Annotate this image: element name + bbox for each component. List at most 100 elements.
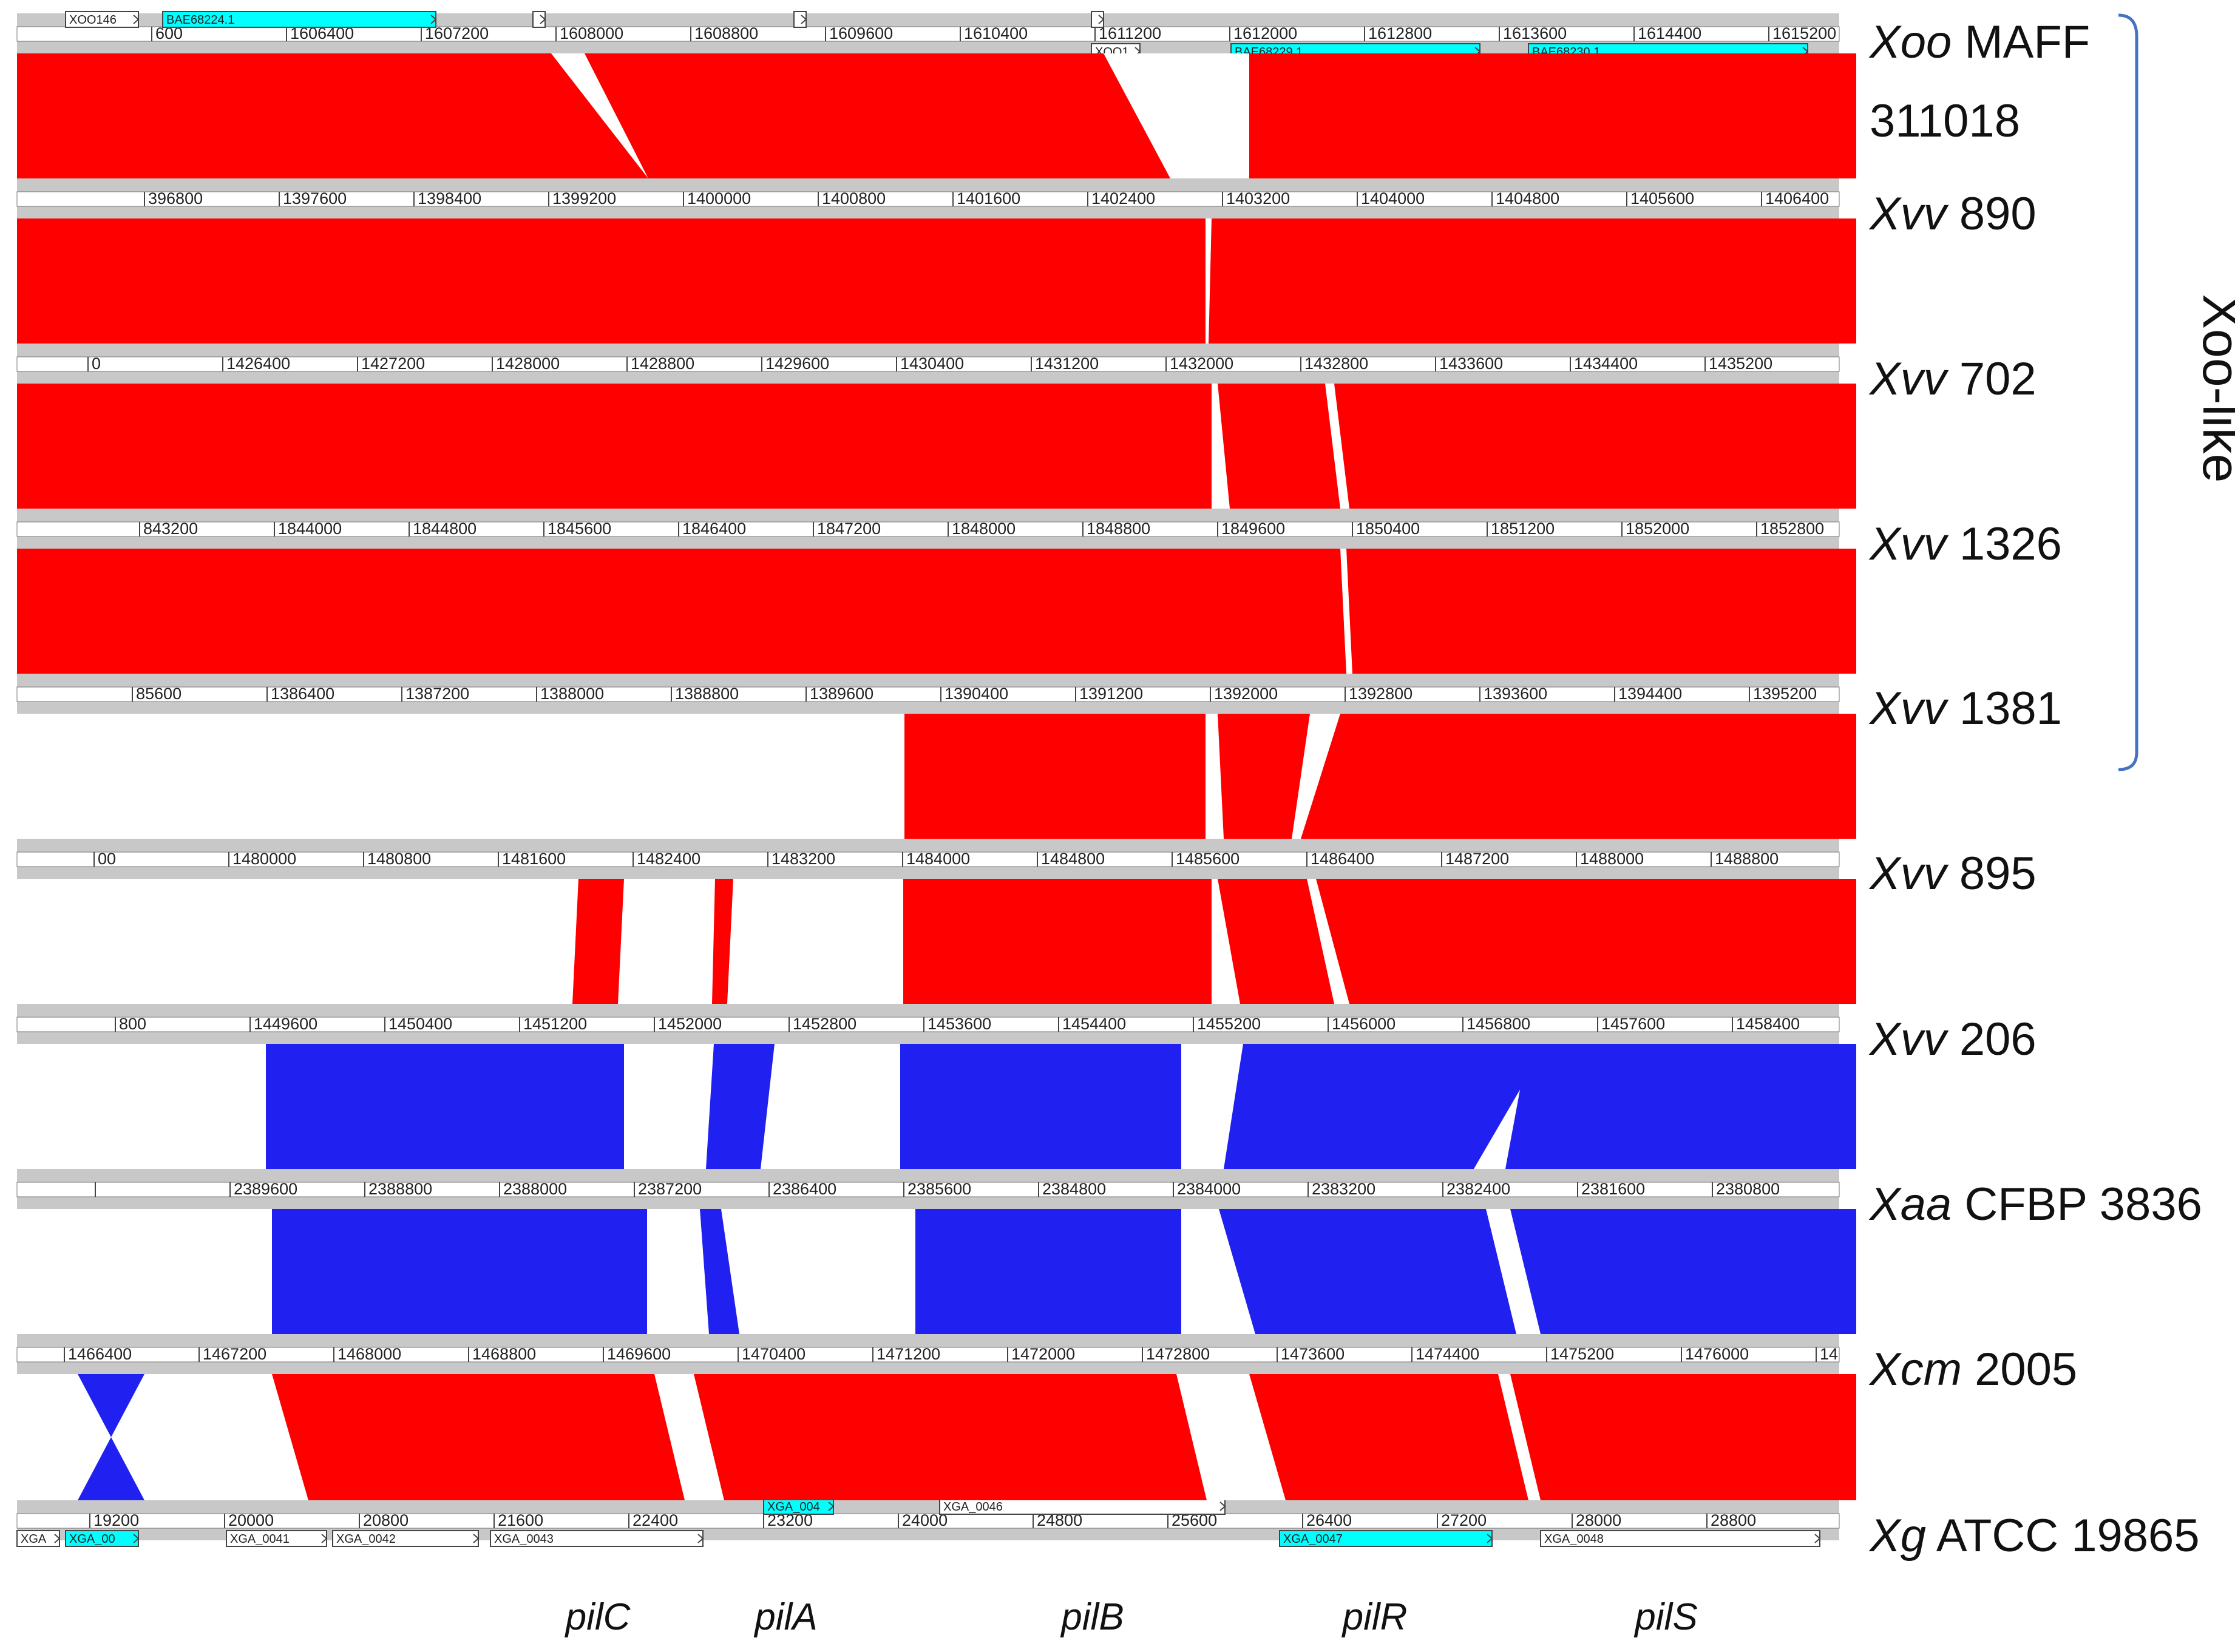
gene-feature[interactable]: XGA_0046 bbox=[939, 1498, 1226, 1515]
tick-label: 1484800 bbox=[1041, 850, 1105, 868]
xoo-like-bracket: Xoo-like bbox=[2118, 13, 2235, 771]
tick-label: 1390400 bbox=[945, 685, 1008, 703]
strain-label: Xvv 1381 bbox=[1868, 683, 2062, 734]
axis-tick: 1468000 bbox=[333, 1345, 401, 1363]
axis-tick: 1433600 bbox=[1435, 354, 1503, 373]
axis-tick: 1473600 bbox=[1277, 1345, 1345, 1363]
species-abbrev: Xvv bbox=[1868, 518, 1949, 570]
axis-tick: 20000 bbox=[224, 1511, 274, 1529]
strain-id: ATCC 19865 bbox=[1926, 1510, 2200, 1562]
tick-label: 1472800 bbox=[1146, 1345, 1210, 1363]
axis-tick: 1848000 bbox=[948, 520, 1016, 538]
tick-label: 1485600 bbox=[1176, 850, 1240, 868]
tick-label: 1393600 bbox=[1484, 685, 1547, 703]
gene-feature[interactable]: XGA bbox=[16, 1530, 61, 1547]
tick-label: 1488000 bbox=[1580, 850, 1644, 868]
match-band bbox=[1218, 879, 1334, 1004]
axis-tick: 800 bbox=[115, 1015, 146, 1033]
axis-tick: 1484800 bbox=[1037, 850, 1105, 868]
tick-label: 2380800 bbox=[1716, 1180, 1780, 1198]
match-band bbox=[1510, 1209, 1856, 1334]
match-band bbox=[17, 549, 1346, 674]
tick-label: 1480800 bbox=[367, 850, 431, 868]
tick-label: 1613600 bbox=[1503, 24, 1567, 42]
axis-tick: 1393600 bbox=[1479, 685, 1547, 703]
tick-label: 1397600 bbox=[283, 189, 347, 208]
strain-id: MAFF bbox=[1952, 16, 2090, 68]
axis-tick: 27200 bbox=[1437, 1511, 1487, 1529]
tick-label: 1387200 bbox=[405, 685, 469, 703]
tick-label: 1456800 bbox=[1467, 1015, 1530, 1033]
tick-label: 1401600 bbox=[957, 189, 1020, 208]
tick-label: 1433600 bbox=[1439, 354, 1503, 373]
match-band bbox=[585, 53, 1170, 178]
axis-tick: 1612000 bbox=[1229, 24, 1297, 42]
gene-feature[interactable]: XGA_0042 bbox=[332, 1530, 480, 1547]
axis-tick: 1467200 bbox=[198, 1345, 266, 1363]
axis-tick: 1429600 bbox=[761, 354, 829, 373]
strain-label: Xvv 206 bbox=[1868, 1014, 2037, 1065]
axis-tick: 1850400 bbox=[1352, 520, 1420, 538]
axis-tick: 28000 bbox=[1572, 1511, 1621, 1529]
axis-tick: 85600 bbox=[132, 685, 181, 703]
tick-label: 2385600 bbox=[907, 1180, 971, 1198]
tick-label: 1391200 bbox=[1079, 685, 1143, 703]
tick-label: 1609600 bbox=[829, 24, 893, 42]
match-band bbox=[78, 1374, 144, 1500]
axis-tick: 1614400 bbox=[1633, 24, 1701, 42]
axis-tick: 1428800 bbox=[626, 354, 694, 373]
gene-name-row: pilC pilA pilB pilR pilS bbox=[565, 1596, 1698, 1638]
genome-track: 396800 1397600 1398400 1399200 1400000 140080… bbox=[16, 178, 1840, 218]
axis-tick: 1456800 bbox=[1462, 1015, 1530, 1033]
strain-id: 702 bbox=[1947, 353, 2037, 405]
axis-tick: 1432000 bbox=[1165, 354, 1233, 373]
tick-label: 1611200 bbox=[1099, 24, 1161, 42]
tick-label: 1483200 bbox=[772, 850, 835, 868]
gene-feature[interactable]: XGA_0043 bbox=[490, 1530, 704, 1547]
tick-label: 2386400 bbox=[773, 1180, 836, 1198]
axis-tick: 1846400 bbox=[678, 520, 746, 538]
gene-feature[interactable]: BAE68224.1 bbox=[162, 11, 437, 28]
tick-label: 1434400 bbox=[1574, 354, 1638, 373]
strain-label: Xaa CFBP 3836 bbox=[1868, 1179, 2202, 1230]
match-band bbox=[1249, 1374, 1528, 1500]
axis-tick: 1469600 bbox=[603, 1345, 671, 1363]
axis-tick: 2386400 bbox=[768, 1180, 836, 1198]
gene-feature[interactable]: XOO146 bbox=[65, 11, 140, 28]
svg-text:Xvv 206: Xvv 206 bbox=[1868, 1014, 2037, 1065]
gene-feature[interactable]: XGA_004 bbox=[763, 1498, 835, 1515]
axis-tick: 1388000 bbox=[536, 685, 604, 703]
axis-tick: 1849600 bbox=[1217, 520, 1285, 538]
tick-label: 1850400 bbox=[1356, 520, 1420, 538]
tick-label: 1480000 bbox=[232, 850, 296, 868]
species-abbrev: Xg bbox=[1868, 1510, 1926, 1562]
gene-feature[interactable]: XGA_0041 bbox=[226, 1530, 328, 1547]
tick-label: 1452000 bbox=[658, 1015, 722, 1033]
gene-feature-label: XGA_00 bbox=[69, 1532, 115, 1546]
axis-tick: 14 bbox=[1816, 1345, 1838, 1363]
axis-tick: 1404800 bbox=[1491, 189, 1559, 208]
gene-feature[interactable]: XGA_00 bbox=[65, 1530, 140, 1547]
match-band bbox=[1334, 384, 1856, 509]
genome-track: 2389600 2388800 2388000 2387200 2386400 23856… bbox=[16, 1169, 1840, 1209]
axis-tick: 1434400 bbox=[1570, 354, 1638, 373]
axis-tick: 1610400 bbox=[960, 24, 1028, 42]
gene-label-pils: pilS bbox=[1633, 1596, 1697, 1638]
axis-tick: 1432800 bbox=[1300, 354, 1368, 373]
axis-tick: 1397600 bbox=[279, 189, 347, 208]
tick-label: 1487200 bbox=[1445, 850, 1509, 868]
gene-feature[interactable] bbox=[532, 11, 546, 28]
axis-tick: 1852000 bbox=[1621, 520, 1689, 538]
tick-label: 1455200 bbox=[1197, 1015, 1261, 1033]
gene-feature[interactable]: XGA_0047 bbox=[1279, 1530, 1493, 1547]
gene-feature[interactable]: XGA_0048 bbox=[1540, 1530, 1821, 1547]
genome-track: 1466400 1467200 1468000 1468800 1469600 14704… bbox=[16, 1334, 1840, 1374]
axis-tick: 1452800 bbox=[789, 1015, 856, 1033]
axis-tick: 2388000 bbox=[499, 1180, 567, 1198]
tick-label: 2383200 bbox=[1312, 1180, 1375, 1198]
species-abbrev: Xoo bbox=[1868, 16, 1952, 68]
axis-tick: 1391200 bbox=[1075, 685, 1143, 703]
genome-track: 00 1480000 1480800 1481600 1482400 1483200 148… bbox=[16, 839, 1840, 879]
gene-feature[interactable] bbox=[793, 11, 807, 28]
gene-feature[interactable] bbox=[1091, 11, 1105, 28]
